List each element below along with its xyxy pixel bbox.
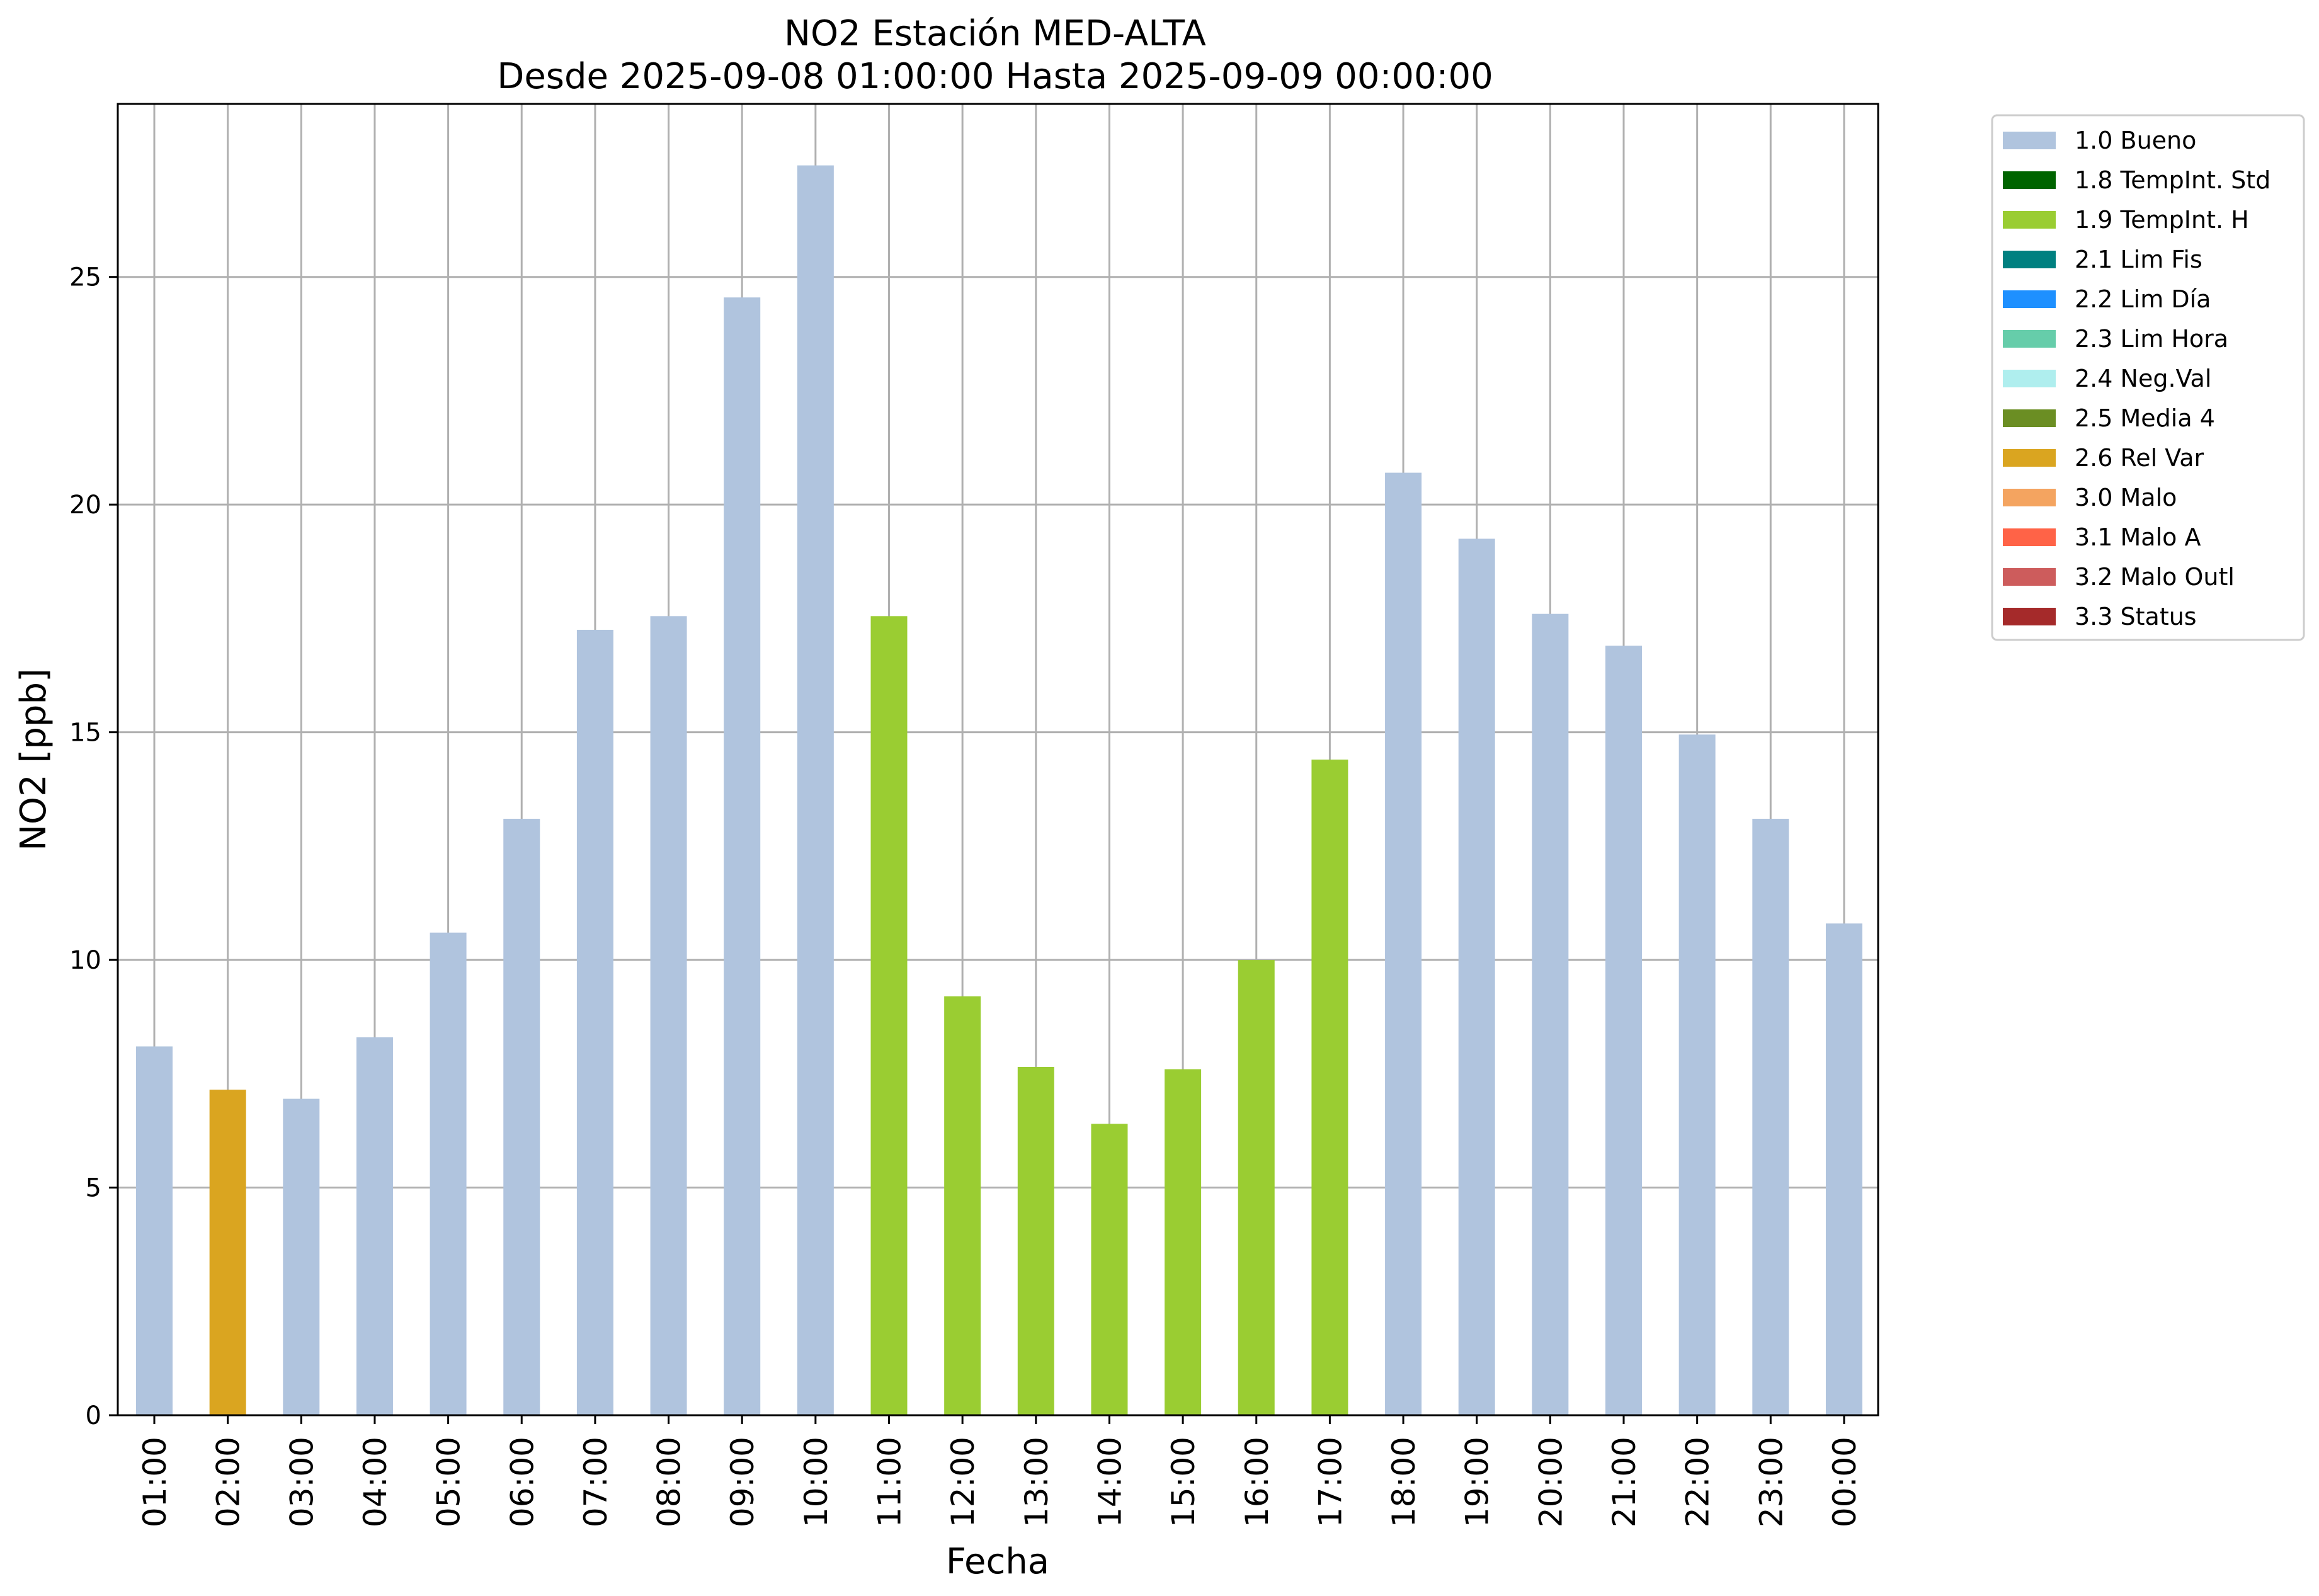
bar-01:00 xyxy=(136,1046,173,1415)
bar-06:00 xyxy=(503,818,540,1415)
legend-label-3.0: 3.0 Malo xyxy=(2075,484,2177,511)
x-tick-label: 19:00 xyxy=(1459,1437,1496,1527)
legend-label-1.0: 1.0 Bueno xyxy=(2075,127,2196,154)
legend-swatch-2.3 xyxy=(2003,330,2056,348)
x-tick-label: 06:00 xyxy=(504,1437,540,1527)
legend-swatch-1.9 xyxy=(2003,211,2056,229)
legend-label-2.1: 2.1 Lim Fis xyxy=(2075,246,2202,273)
x-axis: 01:00 02:00 03:00 04:00 05:00 06:00 07:00 08:00… xyxy=(137,1415,1863,1527)
bar-09:00 xyxy=(724,297,761,1415)
legend-swatch-3.0 xyxy=(2003,489,2056,506)
x-axis-label: Fecha xyxy=(946,1541,1049,1582)
y-tick-label: 0 xyxy=(86,1401,101,1430)
legend-swatch-1.0 xyxy=(2003,132,2056,149)
bar-14:00 xyxy=(1091,1124,1128,1415)
legend-label-2.3: 2.3 Lim Hora xyxy=(2075,325,2228,353)
bar-17:00 xyxy=(1311,760,1348,1415)
x-tick-label: 03:00 xyxy=(283,1437,320,1527)
bar-19:00 xyxy=(1458,539,1495,1415)
bar-03:00 xyxy=(283,1098,320,1415)
x-tick-label: 15:00 xyxy=(1165,1437,1202,1527)
bar-00:00 xyxy=(1825,923,1862,1415)
x-tick-label: 12:00 xyxy=(945,1437,981,1527)
x-tick-label: 16:00 xyxy=(1239,1437,1275,1527)
legend-swatch-3.1 xyxy=(2003,528,2056,546)
plot-frame xyxy=(117,103,1879,1416)
y-tick-label: 25 xyxy=(69,263,101,292)
legend-label-3.3: 3.3 Status xyxy=(2075,603,2197,630)
chart-title: NO2 Estación MED-ALTA xyxy=(784,13,1206,54)
x-tick-label: 02:00 xyxy=(210,1437,247,1527)
y-tick-label: 15 xyxy=(69,719,101,748)
bar-18:00 xyxy=(1385,472,1422,1415)
legend-swatch-2.1 xyxy=(2003,251,2056,268)
x-tick-label: 18:00 xyxy=(1386,1437,1422,1527)
chart-subtitle: Desde 2025-09-08 01:00:00 Hasta 2025-09-… xyxy=(497,56,1493,97)
legend-label-3.2: 3.2 Malo Outl xyxy=(2075,563,2235,591)
x-tick-label: 13:00 xyxy=(1018,1437,1055,1527)
bar-08:00 xyxy=(650,616,687,1415)
legend-swatch-3.2 xyxy=(2003,568,2056,586)
bar-07:00 xyxy=(576,629,613,1415)
y-axis-label: NO2 [ppb] xyxy=(13,668,54,851)
legend-swatch-2.5 xyxy=(2003,409,2056,427)
bar-12:00 xyxy=(944,996,981,1415)
bar-04:00 xyxy=(356,1037,393,1415)
bar-23:00 xyxy=(1752,818,1789,1415)
legend-label-2.6: 2.6 Rel Var xyxy=(2075,444,2204,472)
legend-label-1.8: 1.8 TempInt. Std xyxy=(2075,166,2271,194)
legend-swatch-2.6 xyxy=(2003,449,2056,467)
x-tick-label: 08:00 xyxy=(651,1437,688,1527)
legend-swatch-2.2 xyxy=(2003,290,2056,308)
x-tick-label: 04:00 xyxy=(357,1437,394,1527)
bar-21:00 xyxy=(1605,646,1642,1415)
legend-label-2.2: 2.2 Lim Día xyxy=(2075,285,2211,313)
y-tick-label: 10 xyxy=(69,946,101,975)
x-tick-label: 11:00 xyxy=(872,1437,908,1527)
legend-swatch-2.4 xyxy=(2003,370,2056,387)
bar-11:00 xyxy=(870,616,908,1415)
x-tick-label: 00:00 xyxy=(1826,1437,1863,1527)
legend-swatch-3.3 xyxy=(2003,608,2056,625)
x-tick-label: 17:00 xyxy=(1312,1437,1348,1527)
x-tick-label: 10:00 xyxy=(798,1437,835,1527)
y-axis: 0 5 10 15 20 25 xyxy=(69,263,118,1430)
bar-02:00 xyxy=(209,1090,246,1415)
legend: 1.0 Bueno 1.8 TempInt. Std 1.9 TempInt. H 2… xyxy=(1991,114,2305,641)
bar-13:00 xyxy=(1017,1066,1054,1415)
x-tick-label: 09:00 xyxy=(724,1437,761,1527)
legend-label-1.9: 1.9 TempInt. H xyxy=(2075,206,2249,234)
legend-swatch-1.8 xyxy=(2003,171,2056,189)
x-tick-label: 23:00 xyxy=(1753,1437,1789,1527)
x-tick-label: 22:00 xyxy=(1680,1437,1716,1527)
legend-label-2.4: 2.4 Neg.Val xyxy=(2075,365,2211,392)
legend-box xyxy=(1991,114,2305,641)
x-tick-label: 01:00 xyxy=(137,1437,173,1527)
x-tick-label: 07:00 xyxy=(578,1437,614,1527)
y-tick-label: 20 xyxy=(69,491,101,520)
bar-20:00 xyxy=(1532,613,1569,1415)
x-tick-label: 14:00 xyxy=(1091,1437,1128,1527)
bar-10:00 xyxy=(797,165,834,1415)
x-tick-label: 20:00 xyxy=(1532,1437,1569,1527)
x-tick-label: 21:00 xyxy=(1606,1437,1643,1527)
x-tick-label: 05:00 xyxy=(431,1437,467,1527)
y-tick-label: 5 xyxy=(86,1174,101,1203)
bar-15:00 xyxy=(1165,1069,1202,1415)
bar-05:00 xyxy=(430,932,467,1415)
legend-label-2.5: 2.5 Media 4 xyxy=(2075,404,2215,432)
bar-22:00 xyxy=(1678,734,1716,1415)
legend-label-3.1: 3.1 Malo A xyxy=(2075,523,2201,551)
bars xyxy=(136,165,1862,1415)
bar-16:00 xyxy=(1238,960,1275,1415)
